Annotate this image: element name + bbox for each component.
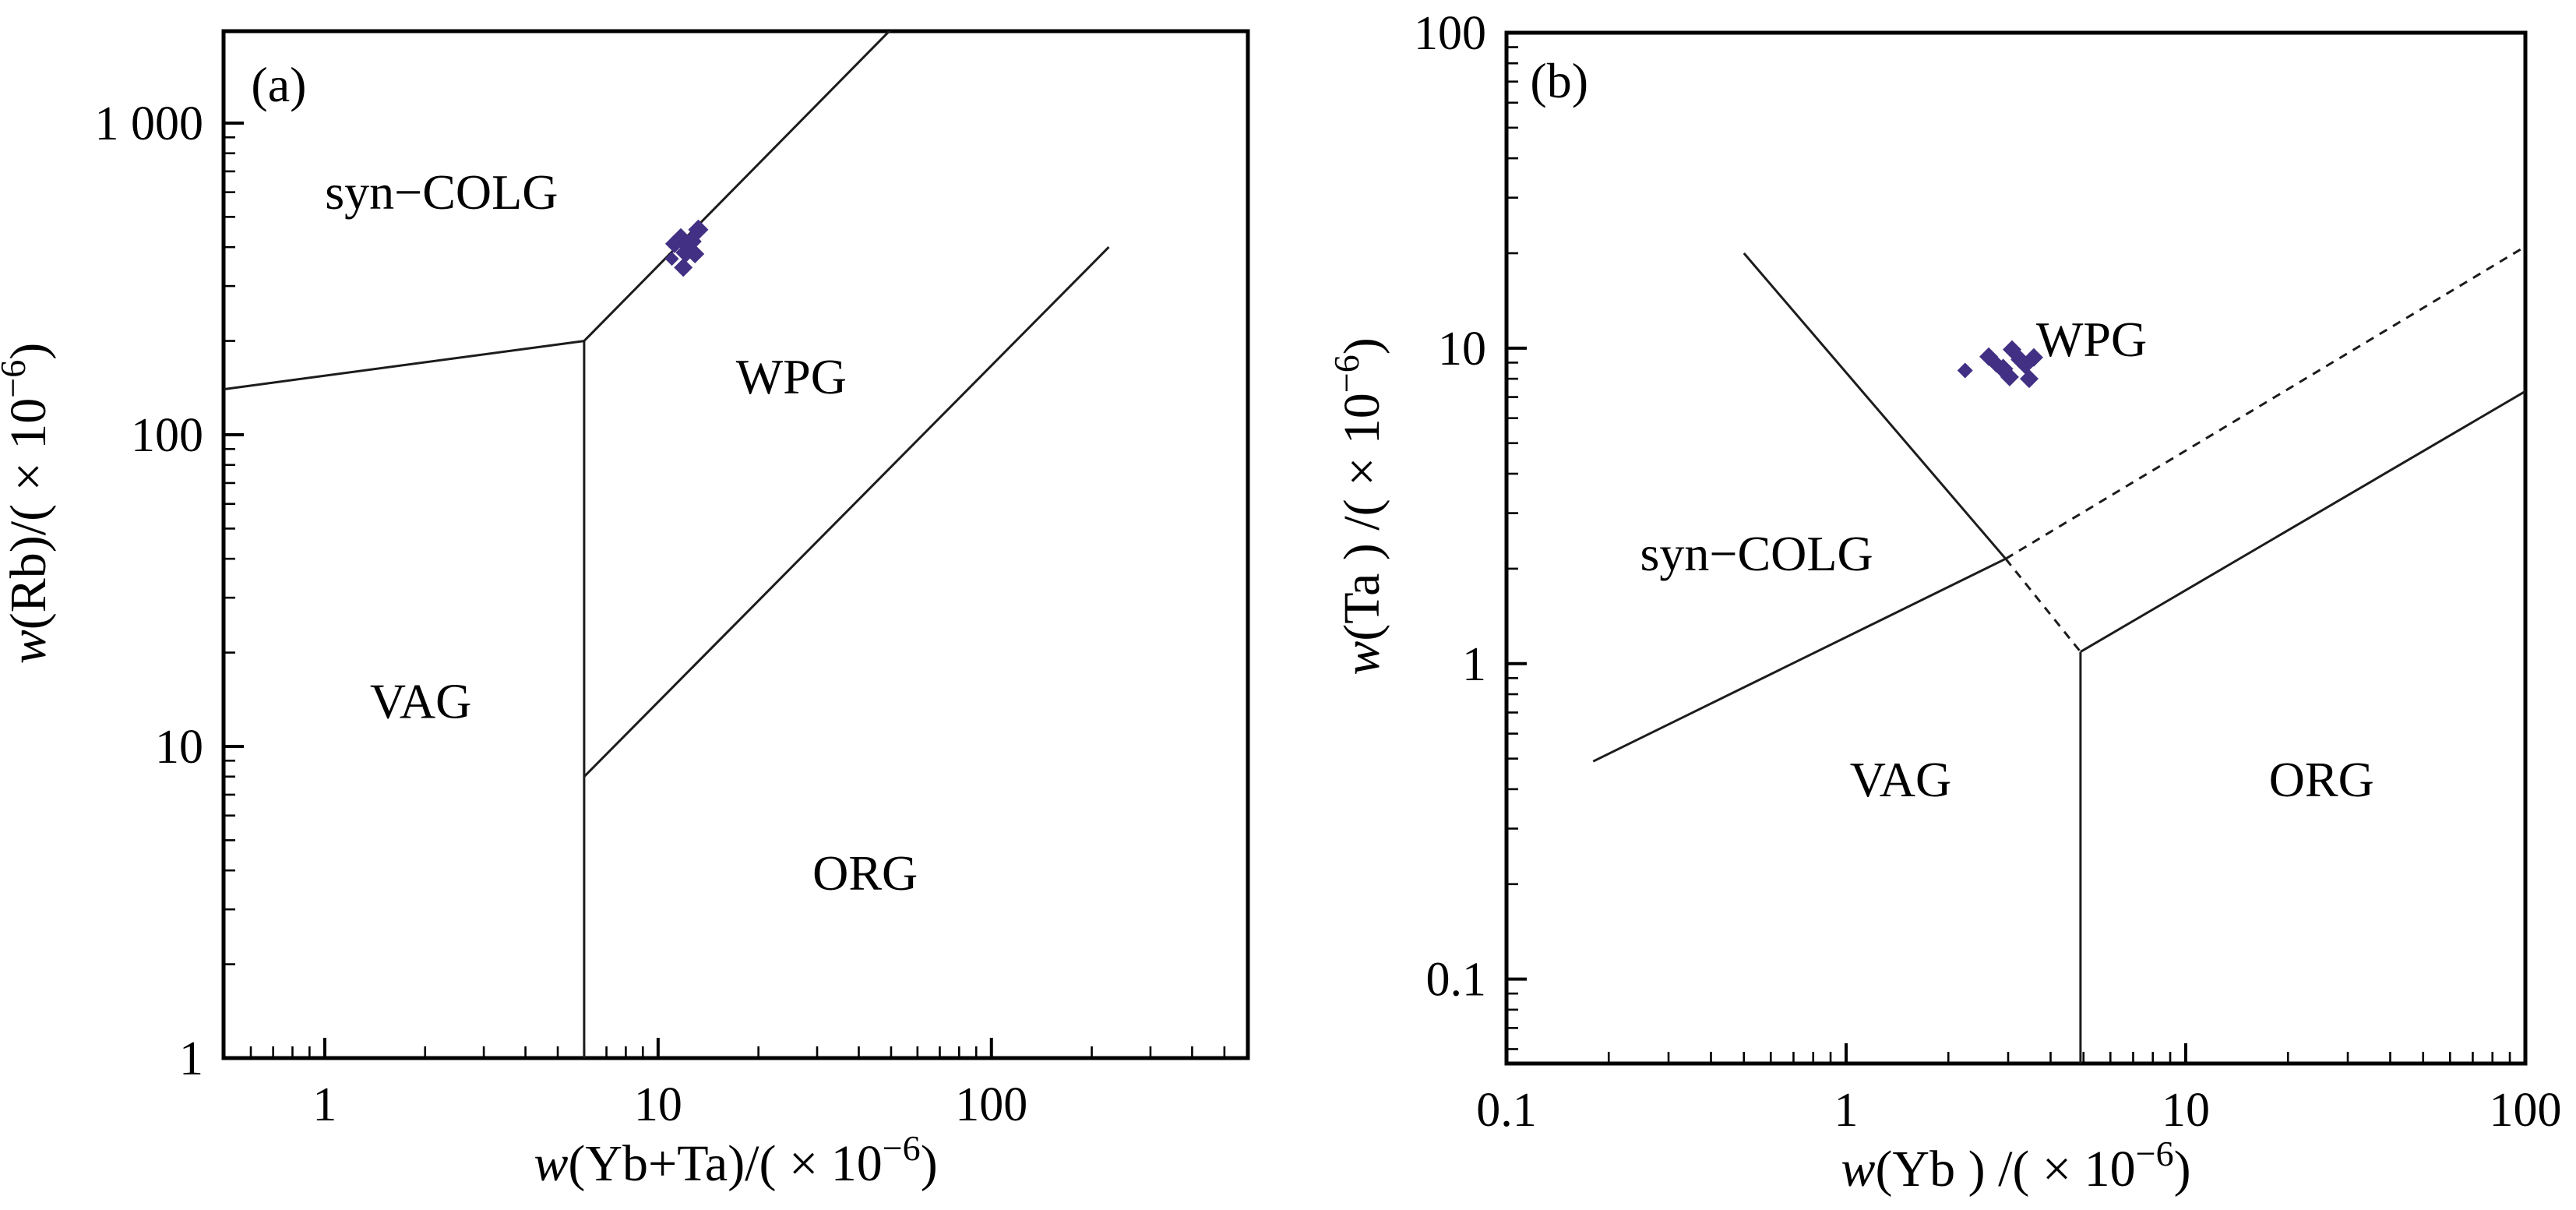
axis-ticks bbox=[1505, 31, 2527, 1064]
y-tick-label: 1 bbox=[179, 1032, 203, 1085]
field-boundaries bbox=[1592, 245, 2525, 1064]
x-tick-label: 10 bbox=[2162, 1084, 2210, 1137]
plot-border bbox=[1504, 30, 2528, 1066]
axis-title-y: w(Rb)/( × 10−6) bbox=[0, 343, 57, 664]
data-point-diamond bbox=[681, 231, 702, 252]
x-tick-label: 100 bbox=[2490, 1084, 2562, 1137]
region-label-org: ORG bbox=[2269, 752, 2374, 807]
region-label-vag: VAG bbox=[1850, 752, 1951, 807]
region-label-wpg: WPG bbox=[2036, 312, 2147, 367]
boundary-line-syncolg-wpg bbox=[1743, 252, 2007, 560]
data-point-diamond bbox=[664, 234, 684, 253]
x-tick-label: 10 bbox=[634, 1078, 682, 1131]
panel-a: 1 10 100 1 10 100 1 000 syn−COLG WPG VAG ORG (a) w(Y… bbox=[0, 29, 1250, 1192]
y-tick-label: 100 bbox=[1414, 7, 1486, 60]
panel-b: 0.1 1 10 100 0.1 1 10 100 syn−COLG WPG VAG ORG (b) w(… bbox=[1327, 7, 2562, 1198]
data-series bbox=[664, 219, 709, 277]
x-tick-label: 100 bbox=[955, 1078, 1027, 1131]
y-tick-label: 10 bbox=[155, 721, 203, 774]
x-tick-label: 0.1 bbox=[1476, 1084, 1537, 1137]
x-tick-label: 1 bbox=[1834, 1084, 1859, 1137]
boundary-line-anomalous-org-dashed bbox=[2005, 245, 2525, 560]
boundary-line-syncolg-vag bbox=[1592, 557, 2007, 763]
y-tick-label: 1 000 bbox=[95, 97, 204, 150]
panel-label: (a) bbox=[251, 57, 306, 112]
region-label-syn-colg: syn−COLG bbox=[325, 164, 558, 220]
boundary-line-syncolg-wpg bbox=[583, 31, 891, 342]
axis-ticks bbox=[224, 121, 1226, 1060]
data-point-diamond bbox=[2000, 367, 2019, 386]
plot-border bbox=[221, 29, 1250, 1060]
y-tick-label: 100 bbox=[131, 409, 203, 462]
axis-title-x: w(Yb+Ta)/( × 10−6) bbox=[534, 1128, 937, 1192]
data-point-diamond bbox=[2020, 369, 2039, 389]
y-tick-label: 10 bbox=[1438, 323, 1486, 376]
boundary-line-syncolg-vag bbox=[224, 340, 585, 390]
boundary-line-wpg-org bbox=[583, 246, 1110, 778]
data-point-diamond bbox=[1987, 355, 2005, 373]
field-boundaries bbox=[224, 31, 1110, 1058]
y-tick-label: 0.1 bbox=[1426, 954, 1487, 1007]
x-tick-label: 1 bbox=[312, 1078, 337, 1131]
data-series bbox=[1957, 340, 2043, 389]
boundary-line-wpg-inner-dashed bbox=[2004, 558, 2082, 653]
data-point-diamond bbox=[674, 258, 693, 277]
region-label-vag: VAG bbox=[370, 674, 471, 729]
data-point-diamond bbox=[664, 252, 679, 266]
region-label-syn-colg: syn−COLG bbox=[1640, 526, 1873, 581]
region-label-wpg: WPG bbox=[736, 349, 847, 404]
y-tick-label: 1 bbox=[1462, 638, 1486, 691]
boundary-line-wpg-org bbox=[2080, 390, 2525, 653]
panel-label: (b) bbox=[1530, 53, 1588, 108]
data-point-diamond bbox=[1957, 362, 1973, 379]
axis-title-y: w(Ta ) /( × 10−6) bbox=[1327, 337, 1390, 675]
axis-title-x: w(Yb ) /( × 10−6) bbox=[1841, 1134, 2190, 1198]
region-label-org: ORG bbox=[812, 845, 918, 901]
